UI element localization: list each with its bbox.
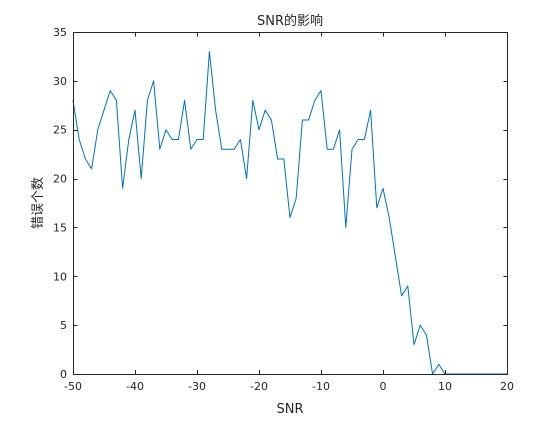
series-line — [72, 51, 507, 375]
y-tick-label: 25 — [53, 124, 67, 137]
y-tick-label: 0 — [60, 368, 67, 381]
x-tick-label: 10 — [438, 380, 452, 393]
x-tick-label: 0 — [380, 380, 387, 393]
x-axis-label: SNR — [276, 402, 303, 417]
chart-title: SNR的影响 — [257, 13, 323, 29]
y-tick-label: 30 — [53, 75, 67, 88]
y-tick-label: 5 — [60, 319, 67, 332]
x-tick-label: -10 — [312, 380, 330, 393]
plot-area — [73, 32, 507, 374]
y-tick-label: 15 — [53, 221, 67, 234]
axes: -50 -40 -30 -20 -10 0 10 20 0 5 10 15 20 25 30 35 — [53, 26, 514, 393]
x-tick-label: 20 — [500, 380, 514, 393]
axes-box — [73, 32, 508, 375]
y-tick-label: 35 — [53, 26, 67, 39]
series-line-layer — [72, 51, 507, 375]
x-tick-label: -50 — [64, 380, 82, 393]
y-tick-label: 10 — [53, 270, 67, 283]
x-tick-label: -20 — [250, 380, 268, 393]
y-tick-label: 20 — [53, 173, 67, 186]
x-tick-label: -30 — [188, 380, 206, 393]
x-tick-label: -40 — [126, 380, 144, 393]
y-axis-label: 错误个数 — [31, 177, 46, 229]
